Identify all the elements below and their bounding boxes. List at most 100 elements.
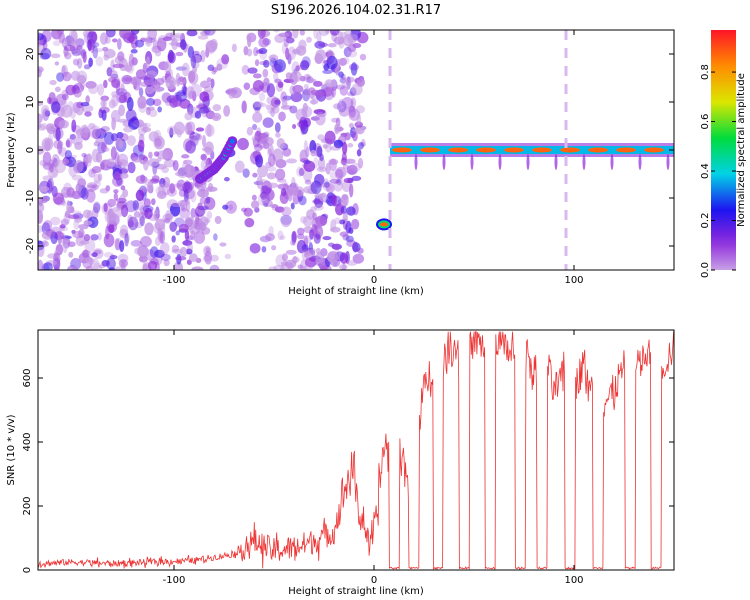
noise-blob [292, 124, 297, 129]
noise-blob [322, 69, 333, 74]
noise-blob [132, 199, 139, 211]
noise-blob [108, 267, 116, 270]
noise-blob [71, 119, 77, 133]
y-tick-label: -10 [25, 190, 36, 206]
noise-blob [173, 32, 183, 38]
noise-blob [181, 62, 190, 77]
noise-blob [145, 36, 151, 45]
carrier-peak [420, 147, 440, 153]
noise-blob [292, 30, 299, 39]
noise-blob [328, 158, 339, 165]
noise-blob [273, 72, 279, 82]
noise-blob [246, 48, 253, 57]
noise-blob [147, 260, 158, 270]
noise-blob [257, 102, 267, 108]
noise-blob [305, 74, 311, 81]
noise-blob [176, 179, 186, 191]
noise-blob [84, 238, 96, 253]
noise-blob [127, 161, 136, 174]
noise-blob [185, 86, 195, 100]
noise-blob [118, 94, 128, 104]
noise-blob [88, 57, 93, 68]
noise-blob [38, 243, 45, 258]
noise-blob [134, 39, 145, 48]
noise-blob [105, 185, 111, 192]
noise-blob [64, 149, 72, 160]
noise-blob [61, 93, 69, 101]
noise-blob [142, 157, 149, 171]
noise-blob [266, 182, 279, 189]
noise-blob [135, 189, 145, 201]
carrier-peak [448, 147, 468, 153]
noise-blob [173, 261, 184, 270]
noise-blob [74, 159, 84, 173]
noise-blob [340, 205, 347, 214]
noise-blob [85, 95, 90, 104]
noise-blob [116, 153, 129, 166]
noise-blob [323, 86, 335, 101]
noise-blob [53, 139, 64, 150]
noise-blob [122, 189, 129, 198]
noise-blob [298, 195, 307, 206]
noise-blob [91, 252, 98, 258]
noise-blob [310, 180, 322, 195]
noise-blob [152, 98, 162, 107]
noise-blob [65, 137, 73, 148]
noise-blob [278, 32, 290, 38]
noise-blob [199, 91, 210, 102]
noise-blob [262, 38, 271, 46]
noise-blob [339, 160, 351, 165]
noise-blob [252, 123, 258, 131]
noise-blob [315, 215, 328, 227]
noise-blob [252, 172, 258, 178]
noise-blob [271, 245, 277, 251]
y-tick-label: 400 [22, 432, 33, 451]
noise-blob [109, 255, 118, 260]
noise-blob [253, 46, 259, 57]
noise-blob [302, 215, 314, 227]
noise-blob [132, 119, 145, 128]
noise-blob [326, 55, 338, 70]
noise-blob [138, 255, 148, 263]
noise-blob [89, 41, 100, 48]
noise-blob [78, 224, 89, 230]
noise-blob [49, 79, 57, 86]
noise-blob [312, 80, 323, 87]
noise-blob [252, 73, 262, 79]
noise-blob [337, 174, 343, 186]
noise-blob [267, 107, 274, 114]
noise-blob [341, 77, 352, 89]
noise-blob [303, 160, 316, 172]
noise-blob [102, 97, 107, 110]
noise-blob [356, 113, 362, 125]
noise-blob [45, 229, 56, 237]
noise-blob [204, 141, 214, 155]
carrier-leak [498, 154, 502, 170]
noise-blob [345, 235, 354, 243]
noise-blob [152, 87, 163, 93]
noise-blob [64, 52, 72, 60]
noise-blob [91, 206, 99, 220]
noise-blob [69, 133, 76, 140]
colorbar [711, 30, 736, 270]
noise-blob [135, 69, 146, 80]
noise-blob [38, 101, 44, 106]
noise-blob [276, 138, 285, 149]
noise-blob [43, 220, 53, 232]
noise-blob [97, 129, 106, 135]
noise-blob [223, 105, 231, 117]
noise-blob [359, 53, 367, 61]
noise-blob [222, 204, 229, 210]
noise-blob [43, 262, 53, 270]
noise-blob [147, 180, 154, 194]
noise-blob [87, 39, 92, 52]
noise-blob [174, 171, 183, 177]
noise-blob [56, 72, 65, 82]
noise-blob [194, 110, 202, 119]
colorbar-tick-label: 0.0 [700, 262, 711, 278]
noise-blob [285, 158, 298, 164]
noise-blob [192, 61, 200, 69]
noise-blob [303, 159, 311, 165]
noise-blob [243, 82, 251, 90]
